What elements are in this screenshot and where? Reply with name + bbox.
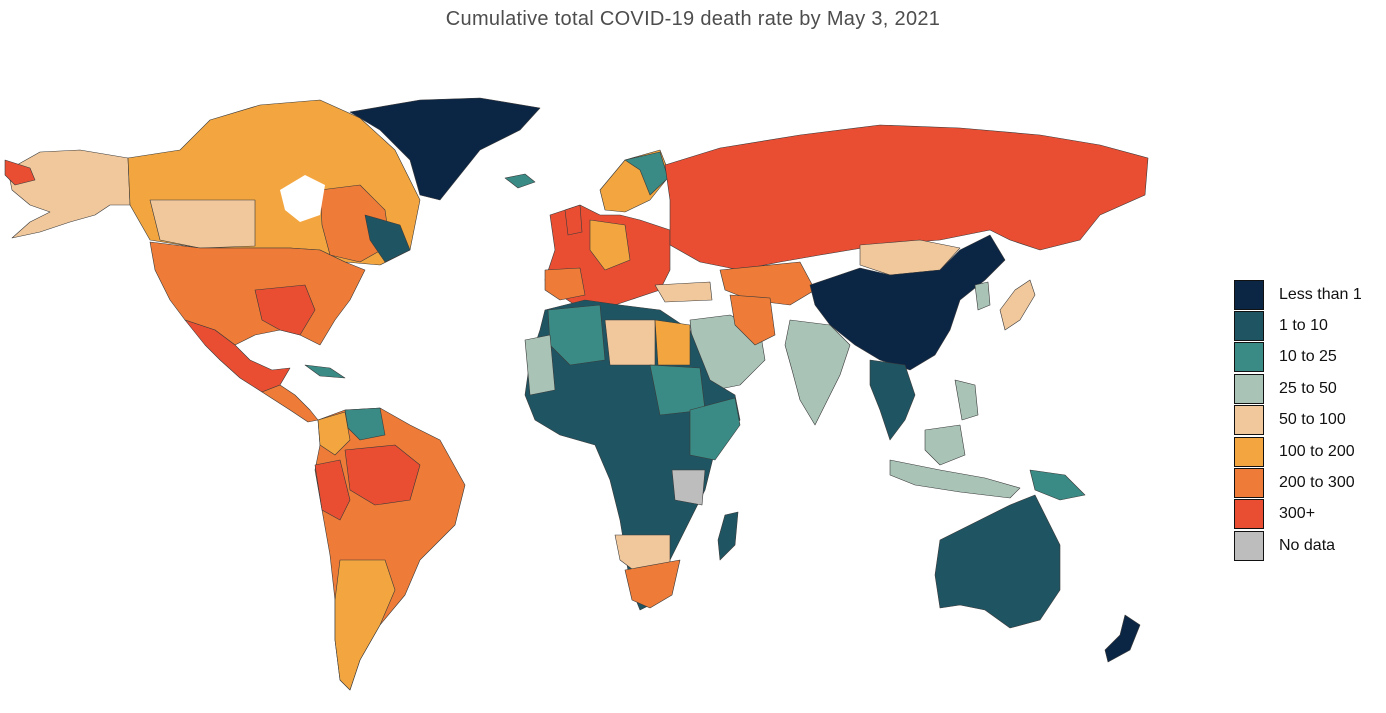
region-cuba	[304, 364, 346, 379]
region-philippines	[954, 379, 979, 421]
region-libya	[604, 319, 656, 366]
region-png	[1029, 469, 1086, 501]
region-mexico	[184, 319, 291, 393]
region-russia	[664, 124, 1149, 271]
legend-swatch-less-than-1	[1234, 279, 1264, 310]
map-legend: Less than 1 1 to 10 10 to 25 25 to 50 50…	[1234, 279, 1384, 562]
region-chukotka-west	[4, 159, 36, 186]
region-iceland	[504, 173, 536, 189]
region-norway-finland	[624, 151, 669, 196]
legend-swatch-25-to-50	[1234, 373, 1264, 404]
region-turkey	[654, 281, 713, 303]
legend-label: 200 to 300	[1279, 474, 1355, 492]
region-china	[809, 234, 1006, 371]
legend-item: 200 to 300	[1234, 467, 1384, 499]
region-chile-argentina	[334, 559, 396, 691]
legend-label: 300+	[1279, 505, 1316, 523]
region-southeast-asia	[869, 359, 916, 441]
region-central-asia	[719, 261, 816, 306]
legend-item: 100 to 200	[1234, 436, 1384, 467]
region-indonesia	[889, 459, 1021, 499]
legend-swatch-200-to-300	[1234, 468, 1264, 499]
region-canada-prairies	[149, 199, 256, 249]
region-egypt	[654, 319, 691, 366]
region-south-africa	[624, 559, 681, 609]
legend-label: 25 to 50	[1279, 379, 1337, 397]
region-alaska	[7, 149, 131, 239]
legend-label: 50 to 100	[1279, 411, 1346, 429]
region-east-africa	[689, 397, 741, 461]
region-uk	[564, 204, 583, 236]
map-title: Cumulative total COVID-19 death rate by …	[445, 8, 941, 30]
legend-item: 1 to 10	[1234, 310, 1384, 342]
legend-item: Less than 1	[1234, 279, 1384, 310]
legend-label: No data	[1279, 536, 1336, 554]
region-madagascar	[717, 511, 739, 561]
legend-swatch-100-to-200	[1234, 436, 1264, 467]
legend-swatch-1-to-10	[1234, 311, 1264, 342]
region-japan	[999, 279, 1036, 331]
legend-swatch-50-to-100	[1234, 405, 1264, 436]
region-tanzania	[671, 469, 706, 506]
region-australia	[934, 494, 1061, 629]
region-west-sahara	[524, 334, 556, 396]
legend-item: 10 to 25	[1234, 342, 1384, 373]
region-new-zealand	[1104, 614, 1141, 663]
region-europe-west	[589, 219, 631, 271]
region-borneo	[924, 424, 966, 466]
region-korea	[974, 281, 991, 311]
region-central-america	[261, 384, 319, 423]
legend-item: 300+	[1234, 499, 1384, 530]
region-india	[784, 319, 851, 426]
region-colombia	[317, 411, 351, 456]
legend-item: 25 to 50	[1234, 373, 1384, 404]
region-brazil-north	[344, 444, 421, 506]
legend-swatch-10-to-25	[1234, 342, 1264, 373]
region-sudan	[649, 364, 706, 416]
legend-label: 100 to 200	[1279, 442, 1355, 460]
legend-label: 10 to 25	[1279, 348, 1337, 366]
region-peru	[314, 459, 351, 521]
region-iran	[729, 294, 776, 346]
region-greenland	[349, 97, 541, 201]
hudson-bay	[280, 175, 325, 222]
region-usa-south	[254, 284, 316, 336]
region-canada-atlantic	[364, 214, 411, 263]
legend-label: 1 to 10	[1279, 317, 1328, 335]
region-spain	[544, 267, 586, 301]
legend-item: No data	[1234, 530, 1384, 561]
legend-item: 50 to 100	[1234, 405, 1384, 436]
legend-swatch-300-plus	[1234, 499, 1264, 530]
legend-label: Less than 1	[1279, 285, 1362, 303]
legend-swatch-no-data	[1234, 530, 1264, 561]
